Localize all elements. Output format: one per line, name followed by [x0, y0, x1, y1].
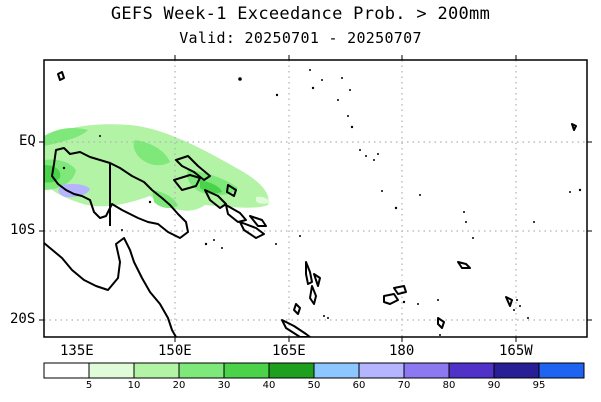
colorbar-box: [358, 362, 405, 379]
colorbar-box: [403, 362, 450, 379]
map-title: GEFS Week-1 Exceedance Prob. > 200mm: [110, 4, 491, 24]
map-subtitle: Valid: 20250701 - 20250707: [179, 29, 422, 47]
lon-label-165w: 165W: [499, 343, 533, 359]
colorbar-box: [178, 362, 225, 379]
colorbar-box: [493, 362, 540, 379]
axis-ticks: [39, 55, 592, 342]
colorbar-box: [448, 362, 495, 379]
lon-label-165e: 165E: [272, 343, 306, 359]
lon-label-150e: 150E: [158, 343, 192, 359]
colorbar-label: 30: [217, 380, 231, 391]
colorbar: [43, 362, 585, 379]
colorbar-box: [133, 362, 180, 379]
map-grid: [44, 60, 587, 337]
colorbar-box: [88, 362, 135, 379]
colorbar-box: [43, 362, 90, 379]
colorbar-label: 5: [85, 380, 93, 391]
colorbar-label: 90: [487, 380, 501, 391]
lon-label-180: 180: [389, 343, 415, 359]
colorbar-box: [538, 362, 585, 379]
colorbar-label: 10: [127, 380, 141, 391]
colorbar-label: 40: [262, 380, 276, 391]
colorbar-box: [313, 362, 360, 379]
colorbar-box: [268, 362, 315, 379]
colorbar-label: 80: [442, 380, 456, 391]
colorbar-label: 70: [397, 380, 411, 391]
lat-label-10s: 10S: [10, 222, 36, 238]
colorbar-label: 60: [352, 380, 366, 391]
lat-label-eq: EQ: [19, 133, 36, 149]
probability-shading: [44, 124, 270, 211]
lat-label-20s: 20S: [10, 311, 36, 327]
colorbar-box: [223, 362, 270, 379]
colorbar-label: 95: [532, 380, 546, 391]
colorbar-label: 20: [172, 380, 186, 391]
island-dots: [62, 69, 582, 336]
map-frame: [43, 59, 588, 338]
coastlines: [44, 71, 577, 337]
lon-label-135e: 135E: [60, 343, 94, 359]
colorbar-label: 50: [307, 380, 321, 391]
